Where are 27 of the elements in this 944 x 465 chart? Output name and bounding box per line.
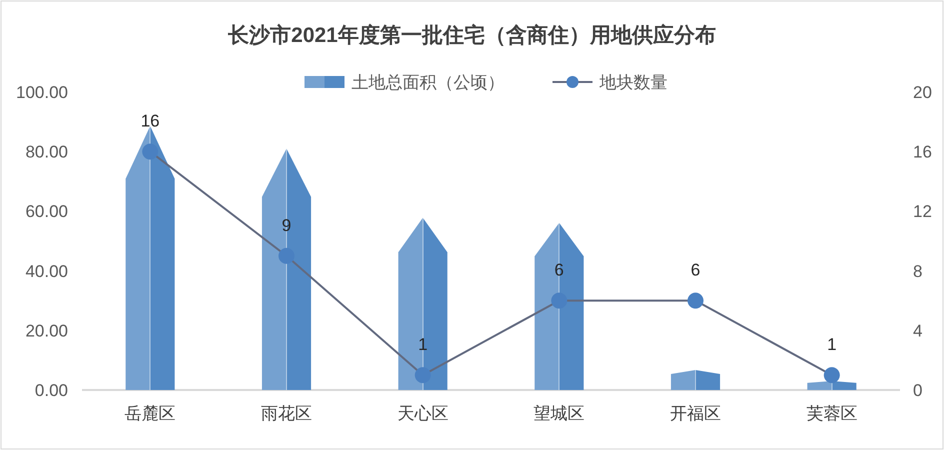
y2-tick-label: 20 — [913, 83, 932, 102]
legend-label: 土地总面积（公顷） — [352, 73, 504, 92]
title: 长沙市2021年度第一批住宅（含商住）用地供应分布 — [228, 24, 716, 47]
label: 6 — [690, 260, 700, 280]
label: 1 — [827, 335, 837, 354]
y-tick-label: 20.00 — [25, 321, 68, 340]
y-tick-label: 100.00 — [16, 83, 68, 102]
y2-tick-label: 0 — [913, 381, 922, 400]
label: 9 — [282, 216, 292, 235]
x-tick-label: 芙蓉区 — [806, 404, 858, 423]
x-tick-label: 雨花区 — [261, 404, 312, 423]
label: 6 — [554, 260, 564, 280]
y-tick-label: 0.00 — [34, 381, 68, 400]
legend-label: 地块数量 — [600, 73, 668, 92]
y-tick-label: 80.00 — [25, 142, 68, 162]
x-tick-label: 岳麓区 — [124, 404, 176, 423]
label: 1 — [418, 335, 428, 354]
y-tick-label: 40.00 — [25, 262, 68, 281]
label: 16 — [140, 112, 160, 131]
y2-tick-label: 4 — [913, 321, 922, 340]
x-tick-label: 天心区 — [397, 404, 448, 423]
x-tick-label: 开福区 — [670, 404, 721, 423]
y2-tick-label: 12 — [913, 202, 932, 222]
y-tick-label: 60.00 — [25, 202, 68, 222]
y2-tick-label: 16 — [913, 142, 932, 162]
x-tick-label: 望城区 — [534, 404, 585, 423]
y2-tick-label: 8 — [913, 262, 922, 281]
